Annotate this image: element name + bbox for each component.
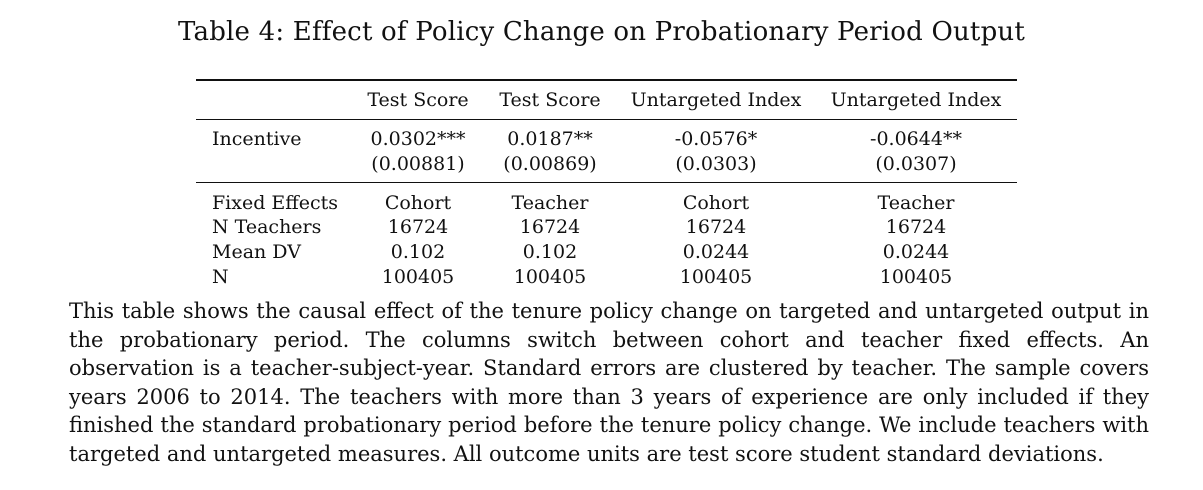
fixed-effects-cell-2: Teacher — [511, 192, 589, 214]
row-label-n: N — [212, 266, 229, 288]
fixed-effects-cell-3: Cohort — [682, 192, 750, 214]
n-cell-4: 100405 — [879, 266, 953, 288]
n-teachers-cell-4: 16724 — [885, 216, 947, 238]
n-cell-1: 100405 — [381, 266, 455, 288]
top-rule — [196, 79, 1017, 81]
coef-cell-4: -0.0644** — [870, 128, 962, 150]
column-header-1: Test Score — [367, 89, 469, 111]
coef-cell-1: 0.0302*** — [370, 128, 466, 150]
column-header-2: Test Score — [499, 89, 601, 111]
mean-dv-cell-3: 0.0244 — [682, 241, 750, 263]
fixed-effects-cell-4: Teacher — [877, 192, 955, 214]
column-header-3: Untargeted Index — [630, 89, 802, 111]
column-header-4: Untargeted Index — [830, 89, 1002, 111]
se-cell-2: (0.00869) — [503, 153, 597, 175]
se-cell-4: (0.0307) — [875, 153, 957, 175]
mean-dv-cell-4: 0.0244 — [882, 241, 950, 263]
n-cell-2: 100405 — [513, 266, 587, 288]
n-teachers-cell-2: 16724 — [519, 216, 581, 238]
n-cell-3: 100405 — [679, 266, 753, 288]
row-label-mean-dv: Mean DV — [212, 241, 301, 263]
header-rule — [196, 119, 1017, 120]
coef-cell-3: -0.0576* — [674, 128, 758, 150]
n-teachers-cell-1: 16724 — [387, 216, 449, 238]
se-cell-3: (0.0303) — [675, 153, 757, 175]
row-label-incentive: Incentive — [212, 128, 302, 150]
mean-dv-cell-1: 0.102 — [390, 241, 446, 263]
row-label-fixed-effects: Fixed Effects — [212, 192, 339, 214]
stats-rule — [196, 182, 1017, 183]
n-teachers-cell-3: 16724 — [685, 216, 747, 238]
fixed-effects-cell-1: Cohort — [384, 192, 452, 214]
table-caption: Table 4: Effect of Policy Change on Prob… — [177, 17, 1026, 47]
coef-cell-2: 0.0187** — [507, 128, 593, 150]
se-cell-1: (0.00881) — [371, 153, 465, 175]
mean-dv-cell-2: 0.102 — [522, 241, 578, 263]
row-label-n-teachers: N Teachers — [212, 216, 322, 238]
table-note: This table shows the causal effect of th… — [69, 299, 1149, 466]
